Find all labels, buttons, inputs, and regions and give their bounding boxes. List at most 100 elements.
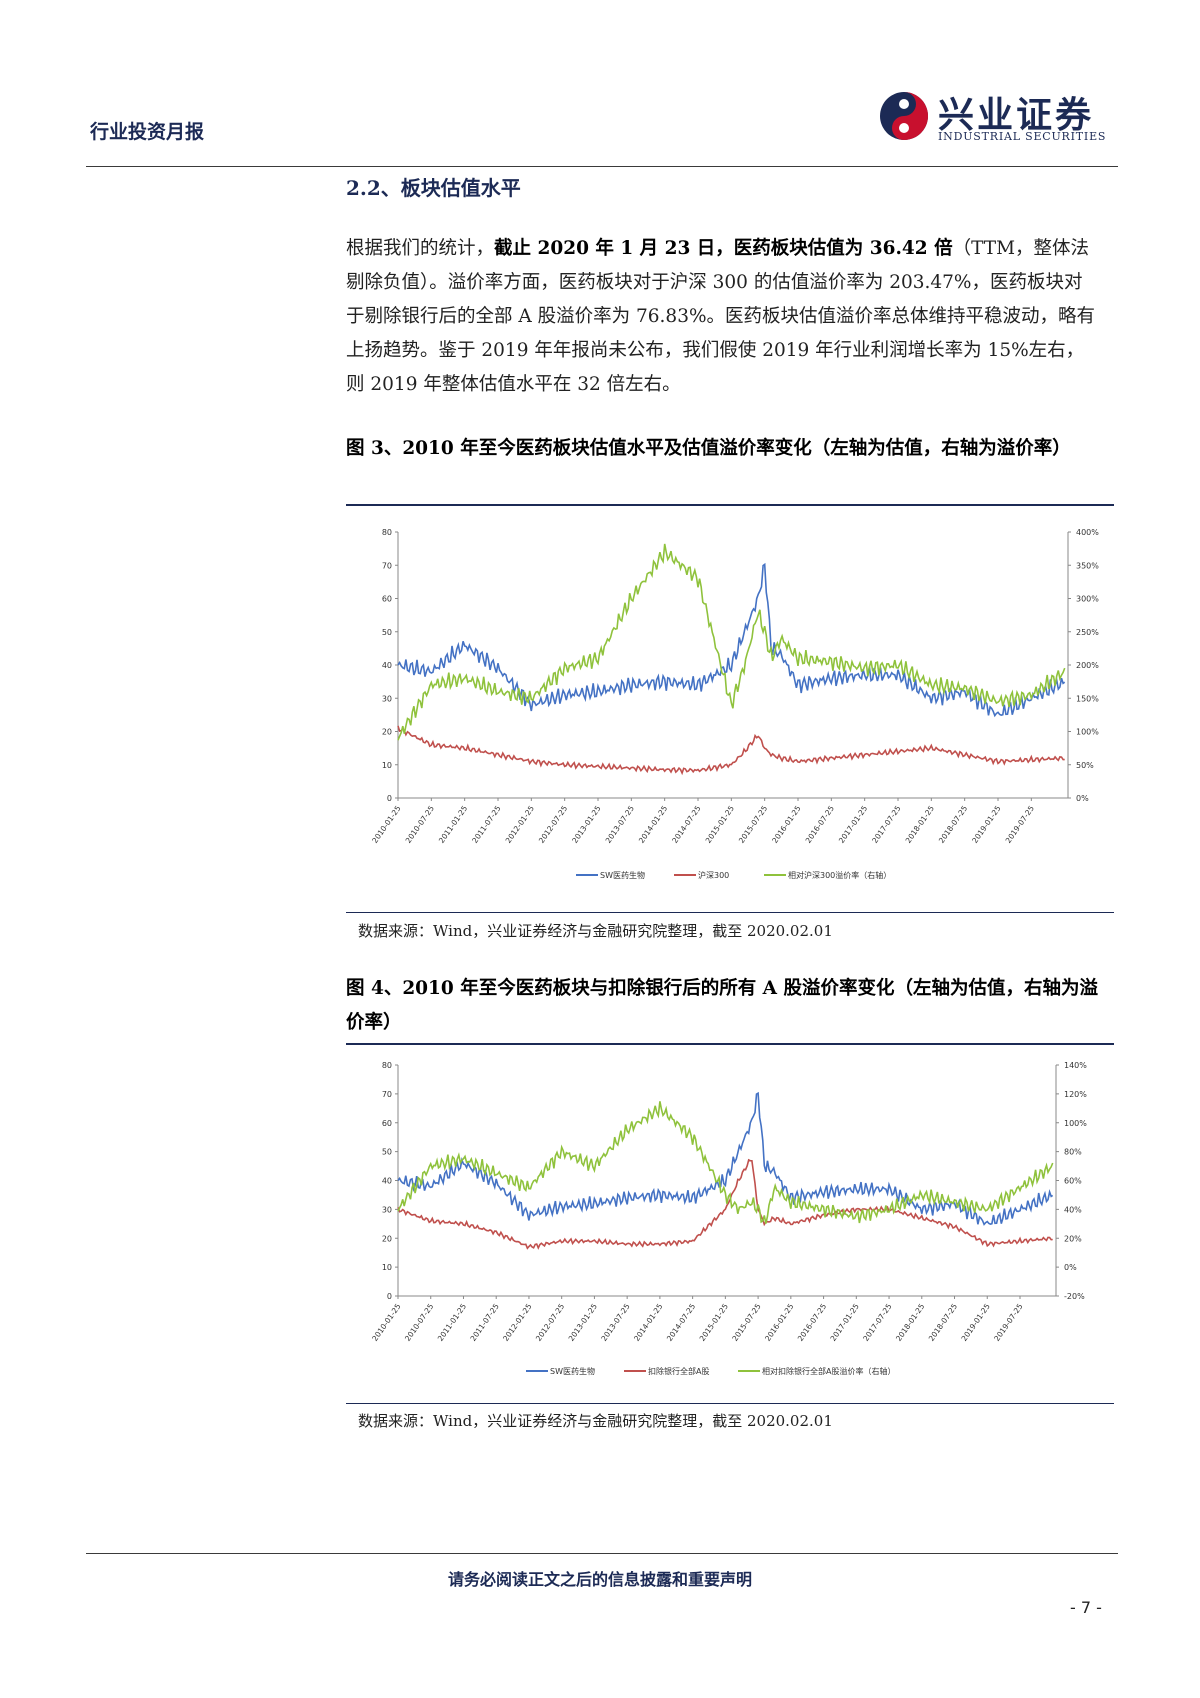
x-tick-label: 2015-01-25: [704, 804, 737, 845]
x-tick-label: 2019-01-25: [960, 1302, 993, 1343]
right-tick-label: 150%: [1076, 694, 1099, 703]
x-tick-label: 2011-07-25: [470, 804, 503, 845]
x-tick-label: 2014-07-25: [665, 1302, 698, 1343]
right-tick-label: 250%: [1076, 628, 1099, 637]
series-line-2: [397, 725, 1065, 776]
logo-emblem-icon: [880, 92, 928, 140]
left-tick-label: 50: [382, 1148, 392, 1157]
left-tick-label: 70: [382, 1090, 392, 1099]
x-tick-label: 2013-01-25: [570, 804, 603, 845]
x-tick-label: 2011-01-25: [437, 804, 470, 845]
right-tick-label: 50%: [1076, 761, 1094, 770]
x-tick-label: 2016-07-25: [796, 1302, 829, 1343]
x-tick-label: 2017-07-25: [861, 1302, 894, 1343]
left-tick-label: 20: [382, 728, 392, 737]
paragraph-part2: （TTM，整体法剔除负值）。溢价率方面，医药板块对于沪深 300 的估值溢价率为…: [346, 238, 1096, 395]
header-rule: [86, 166, 1118, 167]
right-tick-label: 300%: [1076, 595, 1099, 604]
x-tick-label: 2012-07-25: [534, 1302, 567, 1343]
legend-label: SW医药生物: [600, 870, 645, 880]
right-tick-label: 0%: [1064, 1263, 1077, 1272]
series-line-1: [397, 1091, 1054, 1226]
x-tick-label: 2010-01-25: [370, 1302, 403, 1343]
left-tick-label: 0: [387, 794, 392, 803]
left-tick-label: 40: [382, 661, 392, 670]
x-tick-label: 2014-01-25: [637, 804, 670, 845]
series-line-2: [397, 1158, 1053, 1250]
x-tick-label: 2017-01-25: [829, 1302, 862, 1343]
series-line-3: [397, 543, 1066, 741]
x-tick-label: 2017-07-25: [870, 804, 903, 845]
x-tick-label: 2011-01-25: [436, 1302, 469, 1343]
left-tick-label: 30: [382, 694, 392, 703]
legend-label: 沪深300: [698, 870, 729, 880]
x-tick-label: 2013-07-25: [599, 1302, 632, 1343]
x-tick-label: 2012-07-25: [537, 804, 570, 845]
x-tick-label: 2018-07-25: [937, 804, 970, 845]
series-line-3: [397, 1101, 1054, 1224]
paragraph-part1: 根据我们的统计，: [346, 238, 495, 259]
footer-disclaimer: 请务必阅读正文之后的信息披露和重要声明: [447, 1570, 752, 1589]
logo-text-cn: 兴业证券: [938, 95, 1095, 136]
body-paragraph: 根据我们的统计，截止 2020 年 1 月 23 日，医药板块估值为 36.42…: [346, 232, 1096, 402]
x-tick-label: 2010-07-25: [403, 1302, 436, 1343]
logo: 兴业证券 INDUSTRIAL SECURITIES: [876, 84, 1116, 148]
legend-label: 扣除银行全部A股: [648, 1366, 709, 1376]
x-tick-label: 2018-01-25: [904, 804, 937, 845]
left-tick-label: 80: [382, 1061, 392, 1070]
legend-label: 相对扣除银行全部A股溢价率（右轴）: [762, 1366, 895, 1376]
legend-label: SW医药生物: [550, 1366, 595, 1376]
right-tick-label: 400%: [1076, 528, 1099, 537]
right-tick-label: 80%: [1064, 1148, 1082, 1157]
figure4-top-rule: [346, 1043, 1114, 1045]
x-tick-label: 2014-07-25: [670, 804, 703, 845]
x-tick-label: 2019-07-25: [992, 1302, 1025, 1343]
page-number: - 7 -: [1070, 1598, 1102, 1617]
left-tick-label: 0: [387, 1292, 392, 1301]
left-tick-label: 10: [382, 761, 392, 770]
paragraph-bold: 截止 2020 年 1 月 23 日，医药板块估值为 36.42 倍: [494, 238, 953, 259]
x-tick-label: 2016-01-25: [763, 1302, 796, 1343]
left-tick-label: 30: [382, 1205, 392, 1214]
x-tick-label: 2014-01-25: [632, 1302, 665, 1343]
left-tick-label: 10: [382, 1263, 392, 1272]
left-tick-label: 50: [382, 628, 392, 637]
left-tick-label: 60: [382, 1119, 392, 1128]
series-line-1: [397, 562, 1066, 718]
right-tick-label: 20%: [1064, 1234, 1082, 1243]
x-tick-label: 2015-07-25: [737, 804, 770, 845]
right-tick-label: 140%: [1064, 1061, 1087, 1070]
right-tick-label: 100%: [1064, 1119, 1087, 1128]
x-tick-label: 2019-01-25: [970, 804, 1003, 845]
x-tick-label: 2018-07-25: [927, 1302, 960, 1343]
right-tick-label: 350%: [1076, 561, 1099, 570]
x-tick-label: 2011-07-25: [468, 1302, 501, 1343]
right-tick-label: 120%: [1064, 1090, 1087, 1099]
x-tick-label: 2015-01-25: [698, 1302, 731, 1343]
right-tick-label: 0%: [1076, 794, 1089, 803]
x-tick-label: 2013-01-25: [567, 1302, 600, 1343]
x-tick-label: 2017-01-25: [837, 804, 870, 845]
figure4-source: 数据来源：Wind，兴业证券经济与金融研究院整理，截至 2020.02.01: [358, 1412, 833, 1430]
right-tick-label: 100%: [1076, 728, 1099, 737]
section-title: 2.2、板块估值水平: [346, 176, 521, 200]
legend-label: 相对沪深300溢价率（右轴）: [788, 870, 891, 880]
x-tick-label: 2010-01-25: [370, 804, 403, 845]
x-tick-label: 2013-07-25: [604, 804, 637, 845]
figure4-chart: 0 10 20 30 40 50 60 70 80 -20% 0% 20% 40% 60% 80% 100% 1…: [370, 1061, 1087, 1376]
x-tick-label: 2018-01-25: [894, 1302, 927, 1343]
x-tick-label: 2016-01-25: [770, 804, 803, 845]
left-tick-label: 60: [382, 595, 392, 604]
left-tick-label: 20: [382, 1234, 392, 1243]
x-tick-label: 2016-07-25: [804, 804, 837, 845]
figure3-chart: 0 10 20 30 40 50 60 70 80 0% 50% 100% 150% 200% 250% 30…: [370, 528, 1099, 880]
right-tick-label: 60%: [1064, 1177, 1082, 1186]
left-tick-label: 70: [382, 561, 392, 570]
figure4-title: 图 4、2010 年至今医药板块与扣除银行后的所有 A 股溢价率变化（左轴为估值…: [346, 978, 1098, 1033]
right-tick-label: -20%: [1064, 1292, 1085, 1301]
report-type: 行业投资月报: [90, 121, 205, 143]
figure4-bottom-rule: [346, 1403, 1114, 1404]
right-tick-label: 200%: [1076, 661, 1099, 670]
x-tick-label: 2015-07-25: [730, 1302, 763, 1343]
figure3-bottom-rule: [346, 912, 1114, 913]
